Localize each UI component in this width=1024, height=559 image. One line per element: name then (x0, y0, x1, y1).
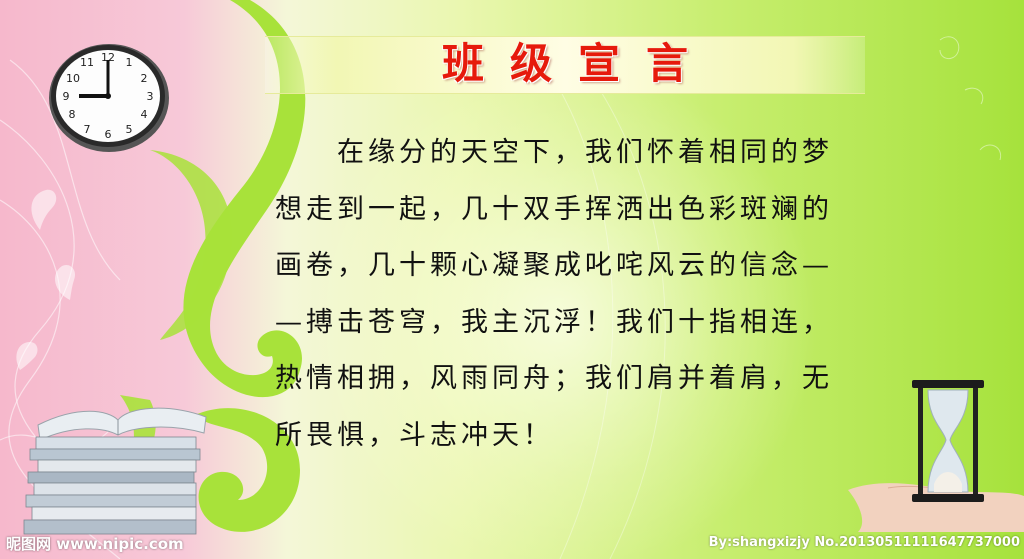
clock-numeral: 8 (69, 108, 76, 121)
declaration-text: 在缘分的天空下，我们怀着相同的梦 想走到一起，几十双手挥洒出色彩斑斓的 画卷，几… (275, 125, 915, 464)
clock-numeral: 10 (66, 72, 80, 85)
declaration-line: 想走到一起，几十双手挥洒出色彩斑斓的 (275, 193, 833, 225)
declaration-line: —搏击苍穹，我主沉浮！我们十指相连， (275, 306, 833, 338)
book-stack-icon (23, 407, 207, 535)
declaration-line: 热情相拥，风雨同舟；我们肩并着肩，无 (275, 363, 833, 394)
clock-numeral: 12 (101, 51, 115, 64)
clock-numeral: 9 (63, 90, 70, 103)
clock-numeral: 6 (105, 128, 112, 141)
clock-numeral: 7 (84, 123, 91, 136)
declaration-line: 在缘分的天空下，我们怀着相同的梦 (275, 137, 833, 168)
declaration-line: 所畏惧，斗志冲天！ (275, 419, 554, 451)
watermark-credit: By:shangxizjy No.20130511111647737000 (708, 535, 1020, 550)
clock-numeral: 1 (126, 56, 133, 69)
clock-numeral: 2 (141, 72, 148, 85)
hourglass-icon (848, 380, 1024, 532)
clock-icon: 12 1 2 3 4 5 6 7 8 9 10 11 (49, 44, 169, 152)
page-title: 班级宣言 (441, 39, 714, 88)
declaration-line: 画卷，几十颗心凝聚成叱咤风云的信念— (275, 250, 833, 281)
clock-numeral: 3 (147, 90, 154, 103)
background-glow (300, 60, 820, 559)
clock-numeral: 11 (80, 56, 94, 69)
clock-numeral: 4 (141, 108, 148, 121)
clock-numeral: 5 (126, 123, 133, 136)
watermark-site: 昵图网 www.nipic.com (6, 535, 184, 553)
title-banner (265, 36, 865, 94)
